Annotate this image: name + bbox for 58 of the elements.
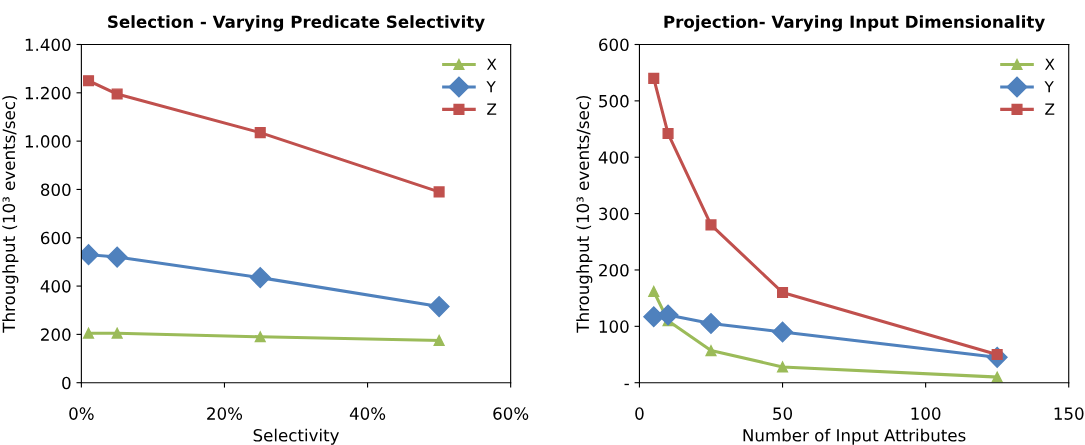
point <box>648 285 660 297</box>
x-tick-label: 0% <box>69 407 94 420</box>
point <box>106 246 128 268</box>
point <box>772 321 794 343</box>
y-tick-label: 600 <box>599 38 629 52</box>
point <box>776 286 789 299</box>
x-axis-title: Selectivity <box>253 428 339 445</box>
y-tick-label: 1.400 <box>25 38 71 52</box>
point <box>249 267 271 289</box>
legend-label: X <box>486 58 497 70</box>
y-tick-label: 400 <box>598 151 629 164</box>
legend-label: X <box>1044 58 1055 70</box>
chart-title: Projection- Varying Input Dimensionality <box>664 15 1045 32</box>
y-tick-label: 300 <box>599 207 629 221</box>
legend-label: Y <box>1044 81 1054 93</box>
point <box>705 345 717 357</box>
point <box>433 334 445 346</box>
y-tick-label: 1.200 <box>25 86 71 100</box>
x-tick-label: 20% <box>207 407 243 420</box>
y-tick-label: 0 <box>62 376 71 390</box>
x-tick-label: 100 <box>911 407 941 420</box>
y-tick-label: 400 <box>40 280 71 293</box>
point <box>428 296 450 318</box>
point <box>643 306 665 328</box>
point <box>254 331 266 343</box>
legend-label: Y <box>486 81 496 93</box>
point <box>700 312 722 335</box>
y-tick-label: 200 <box>41 328 71 341</box>
y-tick-label: 100 <box>599 320 629 333</box>
point <box>82 327 95 339</box>
y-axis-title: Throughput (10³ events/sec) <box>576 95 593 333</box>
point <box>82 75 95 87</box>
x-axis-title: Number of Input Attributes <box>743 428 966 445</box>
point <box>433 186 445 198</box>
y-tick-label: 800 <box>40 183 71 197</box>
y-axis-title: Throughput (10³ events/sec) <box>2 95 19 333</box>
point <box>254 127 266 139</box>
x-tick-label: 0 <box>635 407 644 420</box>
legend-label: Z <box>487 103 497 115</box>
y-tick-label: 600 <box>41 231 71 245</box>
x-tick-label: 40% <box>349 407 386 420</box>
point <box>776 361 789 373</box>
point <box>662 128 674 140</box>
legend-label: Z <box>1045 103 1055 115</box>
y-tick-label: - <box>624 383 629 386</box>
y-tick-label: 500 <box>599 94 629 108</box>
chart-title: Selection - Varying Predicate Selectivity <box>108 15 485 32</box>
point <box>657 304 679 326</box>
point <box>111 327 123 339</box>
x-tick-label: 150 <box>1054 407 1084 420</box>
y-tick-label: 1.000 <box>25 135 71 148</box>
point <box>705 219 717 231</box>
point <box>111 88 123 100</box>
x-tick-label: 50 <box>773 407 793 420</box>
y-tick-label: 200 <box>599 263 629 277</box>
point <box>991 371 1003 383</box>
x-tick-label: 60% <box>493 407 529 420</box>
point <box>648 72 660 84</box>
